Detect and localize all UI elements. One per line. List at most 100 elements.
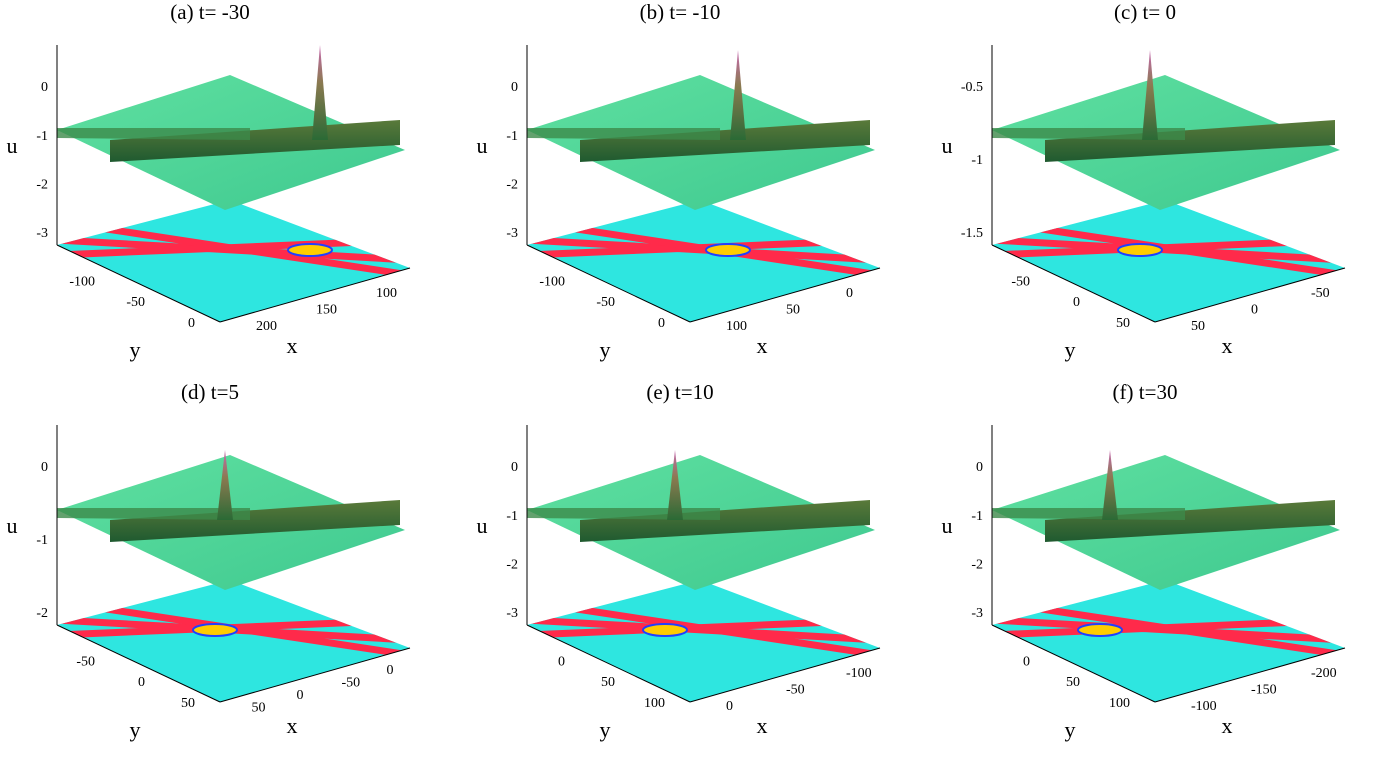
x-tick-label: 100	[376, 286, 397, 301]
u-label: u	[942, 133, 953, 158]
panel: (f) t=30 u 0 -1 -2 -3 y 0 50 100 x -100 -150 -200	[942, 380, 1346, 742]
x-label: x	[757, 333, 768, 358]
panel-title: (f) t=30	[1113, 380, 1178, 404]
x-axis	[219, 267, 411, 323]
y-label: y	[600, 717, 611, 742]
soliton-ridge	[992, 128, 1185, 140]
y-tick-label: -50	[126, 295, 145, 310]
u-tick-label: -3	[506, 226, 518, 241]
x-axis	[689, 267, 881, 323]
x-label: x	[1222, 333, 1233, 358]
y-label: y	[1065, 717, 1076, 742]
u-tick-label: -2	[36, 178, 48, 193]
x-tick-label: -50	[786, 683, 805, 698]
lump-peak	[1142, 50, 1158, 140]
lump-peak	[730, 50, 746, 140]
x-tick-label: 0	[1251, 303, 1258, 318]
x-tick-label: -50	[1311, 286, 1330, 301]
u-tick-label: -1.5	[961, 226, 983, 241]
y-tick-label: -50	[596, 295, 615, 310]
u-tick-label: -2	[36, 606, 48, 621]
x-label: x	[1222, 713, 1233, 738]
y-axis	[991, 624, 1156, 703]
x-tick-label: -150	[1251, 683, 1277, 698]
y-tick-label: 0	[138, 675, 145, 690]
u-label: u	[7, 513, 18, 538]
y-axis	[56, 244, 221, 323]
y-tick-label: 100	[1109, 696, 1130, 711]
y-tick-label: 50	[601, 675, 615, 690]
contour-plane	[527, 200, 880, 322]
lump-peak	[312, 45, 328, 140]
y-tick-label: 0	[1023, 655, 1030, 670]
soliton-ridge	[992, 508, 1185, 520]
y-tick-label: 0	[188, 316, 195, 331]
y-tick-label: 50	[1116, 316, 1130, 331]
soliton-ridge	[57, 508, 250, 520]
x-tick-label: 0	[297, 688, 304, 703]
x-tick-label: -50	[342, 675, 361, 690]
y-tick-label: -100	[539, 275, 565, 290]
panel-title: (c) t= 0	[1114, 0, 1176, 24]
y-label: y	[600, 337, 611, 362]
x-tick-label: 50	[786, 303, 800, 318]
x-tick-label: 0	[846, 286, 853, 301]
soliton-stripe	[99, 604, 410, 659]
lump-spot	[705, 243, 751, 257]
x-tick-label: 0	[726, 699, 733, 714]
contour-plane	[57, 200, 410, 322]
y-label: y	[130, 717, 141, 742]
soliton-ridge	[580, 120, 870, 162]
u-tick-label: -2	[506, 178, 518, 193]
lump-spot	[192, 623, 238, 637]
x-tick-label: 50	[1191, 319, 1205, 334]
u-tick-label: -3	[506, 606, 518, 621]
y-label: y	[1065, 337, 1076, 362]
x-label: x	[287, 713, 298, 738]
x-tick-label: -100	[1191, 699, 1217, 714]
contour-plane	[992, 200, 1345, 322]
x-tick-label: 0	[387, 663, 394, 678]
soliton-ridge	[527, 128, 720, 140]
y-tick-label: -50	[76, 655, 95, 670]
u-tick-label: 0	[41, 460, 48, 475]
soliton-ridge	[527, 508, 720, 520]
u-tick-label: 0	[41, 80, 48, 95]
x-label: x	[757, 713, 768, 738]
lump-spot	[287, 243, 333, 257]
soliton-ridge	[1045, 500, 1335, 542]
lump-spot	[642, 623, 688, 637]
y-axis	[991, 244, 1156, 323]
contour-plane	[527, 580, 880, 702]
u-label: u	[942, 513, 953, 538]
u-tick-label: -1	[506, 509, 518, 524]
soliton-stripe	[1034, 604, 1345, 659]
u-tick-label: -1	[971, 153, 983, 168]
u-tick-label: -1	[36, 533, 48, 548]
lump-spot	[1117, 243, 1163, 257]
panel-title: (a) t= -30	[170, 0, 249, 24]
y-tick-label: 50	[181, 696, 195, 711]
soliton-ridge	[1045, 120, 1335, 162]
u-tick-label: 0	[511, 460, 518, 475]
y-tick-label: -50	[1011, 275, 1030, 290]
y-axis	[526, 624, 691, 703]
u-tick-label: -2	[506, 558, 518, 573]
y-tick-label: 50	[1066, 675, 1080, 690]
x-tick-label: -100	[846, 666, 872, 681]
panel: (b) t= -10 u 0 -1 -2 -3 y -100 -50 0 x 100 50 0	[477, 0, 881, 362]
panel-title: (d) t=5	[181, 380, 239, 404]
u-tick-label: -3	[971, 606, 983, 621]
soliton-stripe	[99, 224, 410, 279]
soliton-ridge	[57, 128, 250, 140]
soliton-ridge	[580, 500, 870, 542]
x-axis	[1154, 647, 1346, 703]
u-label: u	[7, 133, 18, 158]
soliton-ridge	[110, 500, 400, 542]
y-tick-label: 0	[558, 655, 565, 670]
panel: (a) t= -30 u 0 -1 -2 -3 y -100 -50 0 x 200 150 100	[7, 0, 411, 362]
y-axis	[526, 244, 691, 323]
u-tick-label: -3	[36, 226, 48, 241]
u-tick-label: -1	[971, 509, 983, 524]
